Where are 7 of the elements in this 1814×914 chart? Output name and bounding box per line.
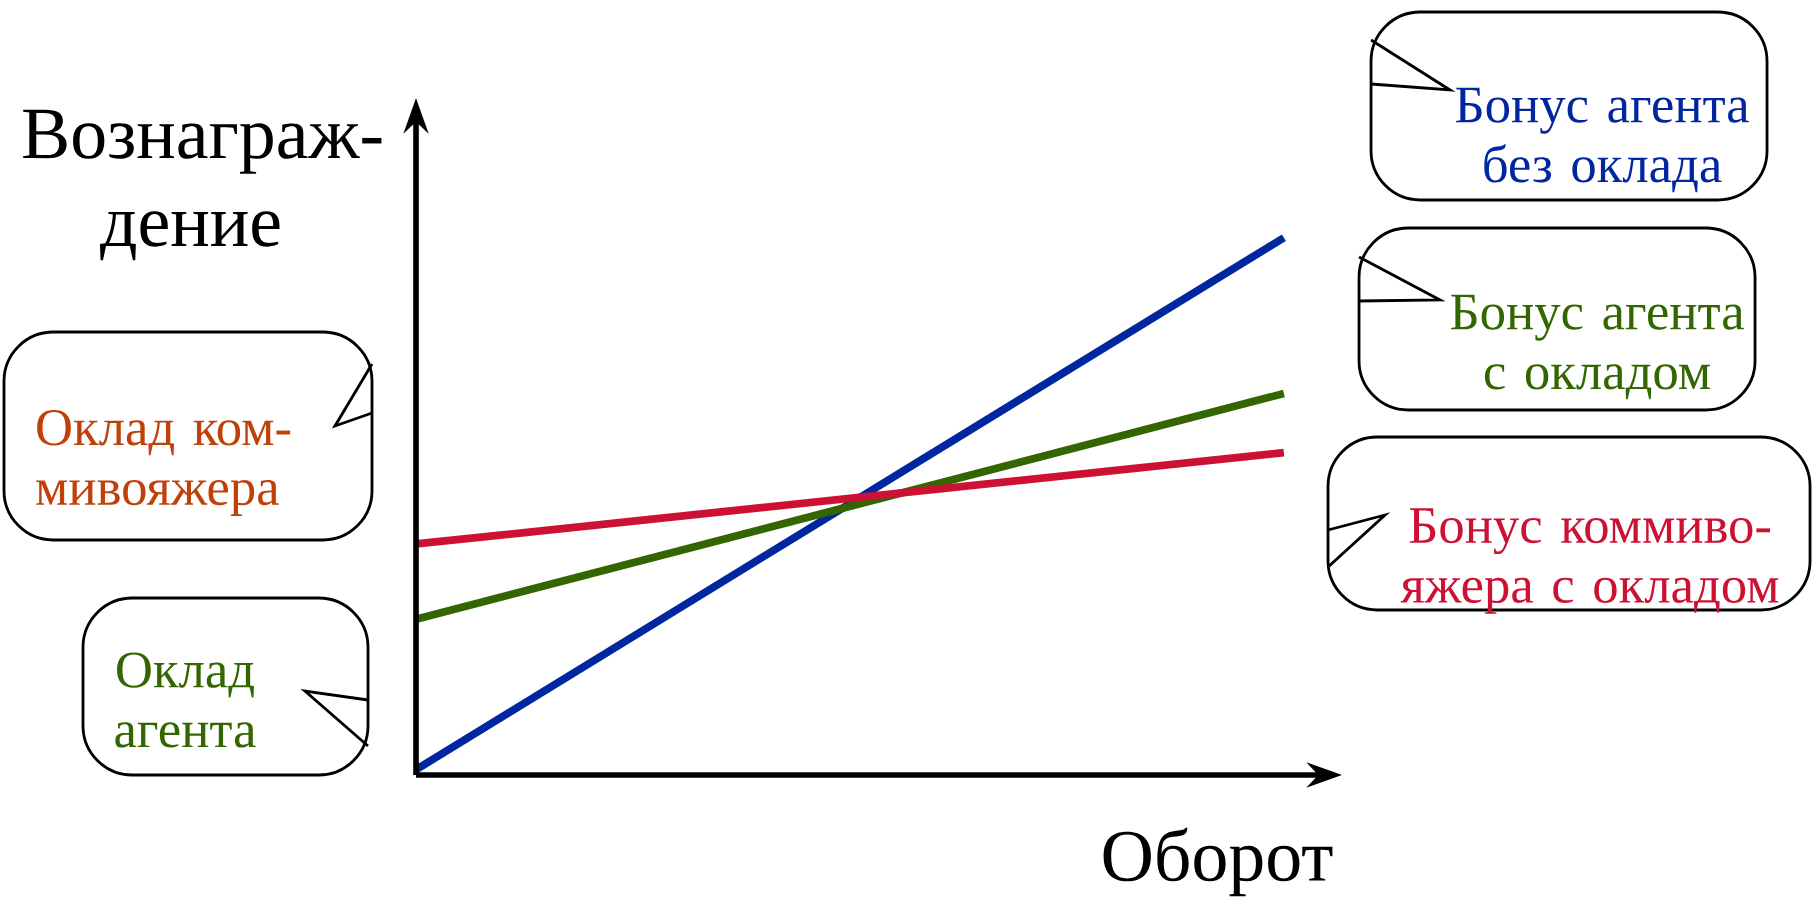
text: Бонус агента с окладом — [1450, 294, 1744, 400]
annotation: Оклад ком-мивояжера — [36, 410, 291, 517]
text: Бонус агента без оклада — [1455, 87, 1749, 193]
annotation: Оклад агента — [115, 652, 256, 748]
y-axis-title: Вознаграж-дение — [23, 109, 382, 261]
text: Бонус коммиво-яжера с окладом — [1400, 508, 1779, 614]
x-axis-title: Оборот — [1103, 827, 1333, 897]
